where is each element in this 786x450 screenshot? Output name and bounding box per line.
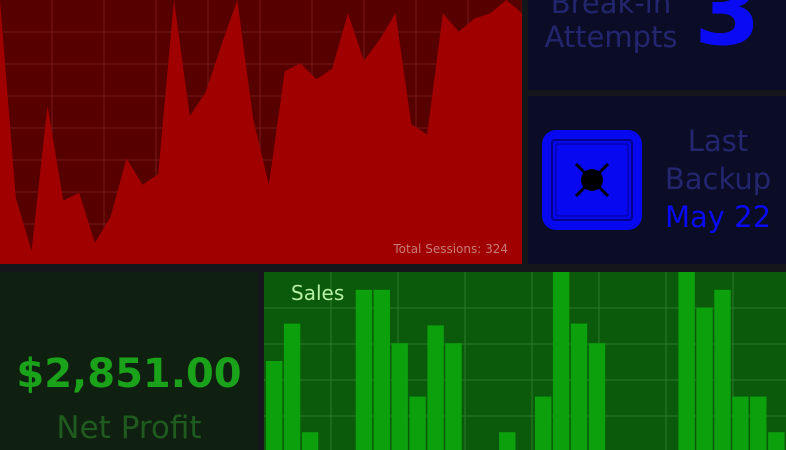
sales-bar xyxy=(570,323,588,450)
backup-label: Last Backup xyxy=(664,124,772,196)
breakin-value: 3 xyxy=(694,0,761,67)
sales-bar xyxy=(445,343,462,450)
backup-panel: Last Backup May 22 xyxy=(528,96,786,264)
sales-bar xyxy=(750,396,767,450)
sales-bar xyxy=(301,432,319,450)
sales-bar xyxy=(535,396,552,450)
sales-bar xyxy=(427,325,444,450)
sessions-panel: Total Sessions: 324 xyxy=(0,0,522,264)
sales-panel: Sales xyxy=(264,272,786,450)
sessions-area-chart xyxy=(0,0,522,264)
sales-bar xyxy=(499,432,516,450)
safe-icon xyxy=(542,130,642,230)
sales-bar xyxy=(588,343,606,450)
sales-bar xyxy=(768,432,785,450)
sales-bar xyxy=(391,343,408,450)
sales-bar xyxy=(732,396,749,450)
sales-bar xyxy=(283,323,301,450)
breakin-panel: Break-in Attempts 3 xyxy=(528,0,786,90)
sessions-caption: Total Sessions: 324 xyxy=(393,242,508,256)
sales-bar xyxy=(714,289,731,450)
breakin-label: Break-in Attempts xyxy=(544,0,678,54)
sales-bar xyxy=(373,289,390,450)
sales-bar xyxy=(678,272,695,450)
sales-bar xyxy=(409,396,426,450)
sessions-area xyxy=(0,0,522,264)
sales-bar xyxy=(266,361,283,450)
profit-panel: $2,851.00 Net Profit xyxy=(0,272,258,450)
sales-bar xyxy=(355,289,373,450)
profit-label: Net Profit xyxy=(56,410,202,446)
sales-bar xyxy=(552,272,570,450)
backup-date: May 22 xyxy=(664,200,772,234)
sales-title: Sales xyxy=(291,281,345,305)
profit-value: $2,851.00 xyxy=(16,351,242,397)
sales-bar xyxy=(696,307,713,450)
sales-bar-chart xyxy=(264,272,786,450)
